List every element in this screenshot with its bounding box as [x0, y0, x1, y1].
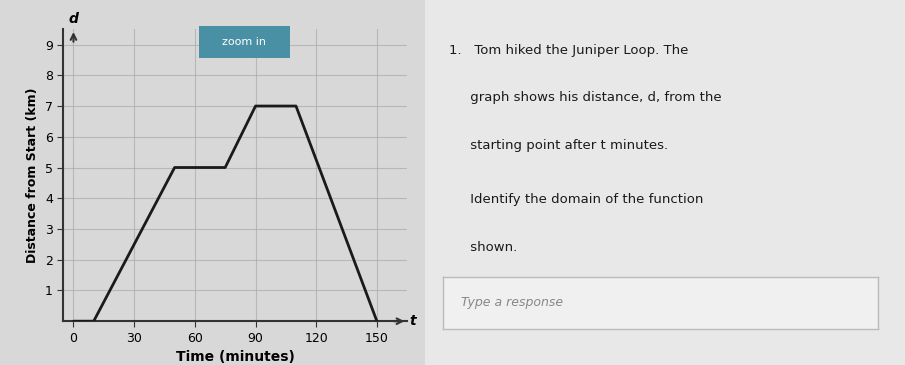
Text: starting point after t minutes.: starting point after t minutes. — [449, 139, 669, 152]
Text: t: t — [409, 314, 416, 328]
Text: graph shows his distance, d, from the: graph shows his distance, d, from the — [449, 91, 722, 104]
Text: shown.: shown. — [449, 241, 518, 254]
Text: zoom in: zoom in — [223, 37, 266, 47]
Text: Identify the domain of the function: Identify the domain of the function — [449, 193, 704, 207]
Text: Type a response: Type a response — [461, 296, 563, 310]
Text: d: d — [69, 12, 79, 26]
Y-axis label: Distance from Start (km): Distance from Start (km) — [26, 88, 40, 263]
Text: 1.   Tom hiked the Juniper Loop. The: 1. Tom hiked the Juniper Loop. The — [449, 44, 689, 57]
X-axis label: Time (minutes): Time (minutes) — [176, 350, 295, 364]
